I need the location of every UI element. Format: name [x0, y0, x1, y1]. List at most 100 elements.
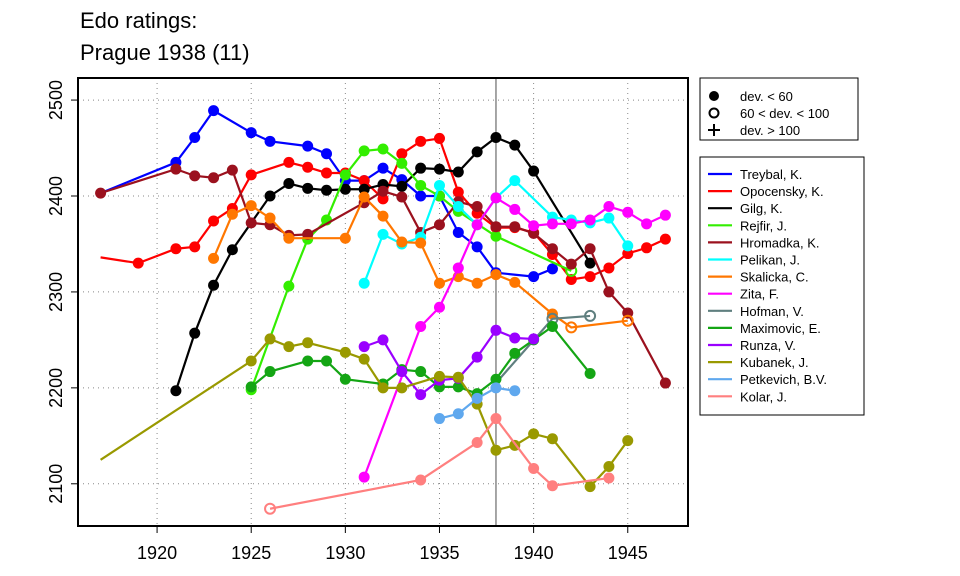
data-point	[396, 191, 408, 203]
data-point	[471, 146, 483, 158]
data-point-open	[565, 321, 578, 334]
data-point	[490, 444, 502, 456]
data-point	[452, 408, 464, 420]
data-point	[452, 381, 464, 393]
x-tick-label: 1935	[419, 543, 459, 563]
data-point	[245, 217, 257, 229]
data-point	[528, 227, 540, 239]
data-point	[415, 320, 427, 332]
data-point	[641, 218, 653, 230]
data-point	[509, 221, 521, 233]
series-line	[363, 328, 534, 397]
data-point	[302, 337, 314, 349]
data-point	[433, 370, 445, 382]
y-tick-label: 2500	[46, 80, 66, 120]
y-tick-label: 2400	[46, 176, 66, 216]
legend-label: Runza, V.	[740, 338, 796, 353]
data-point	[452, 166, 464, 178]
data-point	[603, 212, 615, 224]
data-point	[622, 248, 634, 260]
data-point	[170, 385, 182, 397]
series-petkevich-b-v	[433, 382, 521, 425]
series-kolar-j	[264, 413, 615, 515]
data-point	[95, 187, 107, 199]
series-hofman-v	[495, 309, 597, 384]
data-point-open	[584, 309, 597, 322]
player-legend: Treybal, K. Opocensky, K. Gilg, K. Rejfir, …	[699, 156, 865, 416]
data-point	[433, 219, 445, 231]
data-point	[452, 186, 464, 198]
data-point	[471, 437, 483, 449]
data-point	[415, 237, 427, 249]
data-point	[415, 389, 427, 401]
data-point	[245, 169, 257, 181]
data-point	[546, 243, 558, 255]
data-point	[396, 366, 408, 378]
data-point	[415, 366, 427, 378]
legend-label: Petkevich, B.V.	[740, 372, 827, 387]
data-point	[208, 252, 220, 264]
data-point	[321, 167, 333, 179]
data-point	[358, 175, 370, 187]
data-point	[603, 472, 615, 484]
x-tick-label: 1925	[231, 543, 271, 563]
data-point	[584, 257, 596, 269]
data-point	[565, 258, 577, 270]
data-point	[283, 178, 295, 190]
data-point	[622, 240, 634, 252]
data-point	[189, 131, 201, 143]
data-point	[528, 333, 540, 345]
data-point	[452, 371, 464, 383]
data-point	[603, 286, 615, 298]
series-line	[495, 314, 591, 384]
data-point	[415, 179, 427, 191]
data-point	[415, 162, 427, 174]
data-point	[302, 161, 314, 173]
data-point	[471, 219, 483, 231]
data-point	[377, 210, 389, 222]
data-point	[358, 353, 370, 365]
data-point	[433, 301, 445, 313]
data-point	[433, 277, 445, 289]
data-point	[302, 355, 314, 367]
legend-label: Opocensky, K.	[740, 184, 824, 199]
legend-box	[699, 77, 859, 141]
filled-circle-icon	[709, 91, 719, 101]
data-point	[565, 218, 577, 230]
data-point	[546, 480, 558, 492]
data-point	[433, 413, 445, 425]
series-line	[212, 195, 628, 329]
data-point	[490, 413, 502, 425]
legend-label: Maximovic, E.	[740, 321, 821, 336]
legend-label: dev. > 100	[740, 123, 800, 138]
legend-label: Hromadka, K.	[740, 235, 819, 250]
data-point	[622, 206, 634, 218]
data-point	[377, 382, 389, 394]
data-point	[415, 135, 427, 147]
data-point	[283, 232, 295, 244]
data-point	[433, 163, 445, 175]
data-point	[528, 462, 540, 474]
data-point	[339, 183, 351, 195]
data-point	[321, 148, 333, 160]
data-point	[264, 190, 276, 202]
data-point	[264, 333, 276, 345]
legend-box	[699, 156, 865, 416]
data-point	[264, 212, 276, 224]
data-point-open	[264, 502, 277, 515]
data-point	[546, 218, 558, 230]
data-point	[339, 346, 351, 358]
chart-title-line-1: Edo ratings:	[80, 8, 197, 33]
x-tick-label: 1945	[608, 543, 648, 563]
data-point	[471, 351, 483, 363]
data-point	[415, 190, 427, 202]
legend-label: Kolar, J.	[740, 389, 787, 404]
data-point	[622, 435, 634, 447]
data-point	[565, 273, 577, 285]
data-point	[339, 169, 351, 181]
data-point	[283, 156, 295, 168]
legend-label: Gilg, K.	[740, 201, 783, 216]
series-kubanek-j	[99, 333, 634, 493]
data-point	[603, 461, 615, 473]
